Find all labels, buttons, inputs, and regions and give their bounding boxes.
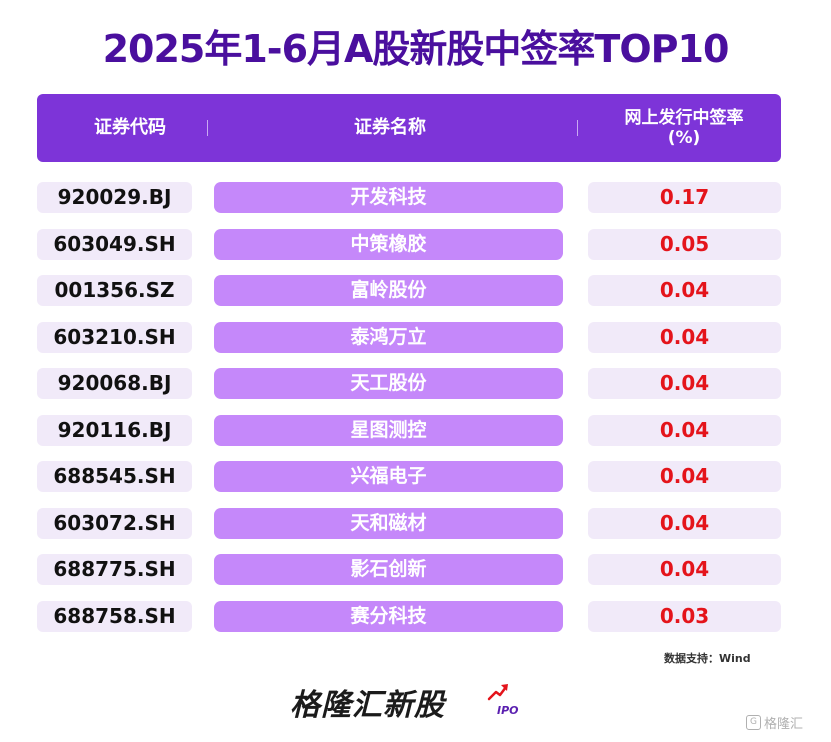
column-header-name: 证券名称	[354, 117, 426, 138]
rate-cell: 0.04	[588, 368, 781, 399]
table-row: 920116.BJ 星图测控 0.04	[37, 413, 781, 460]
trend-arrow-icon	[487, 684, 508, 701]
stock-code-cell: 603072.SH	[37, 507, 192, 539]
stock-name-cell: 天和磁材	[214, 507, 563, 539]
stock-name-cell: 赛分科技	[214, 600, 563, 632]
stock-name-cell: 影石创新	[214, 554, 563, 585]
data-source-note: 数据支持：Wind	[664, 652, 751, 665]
watermark-logo-icon: G	[746, 715, 761, 730]
watermark: G 格隆汇	[746, 713, 803, 732]
table-row: 001356.SZ 富岭股份 0.04	[37, 273, 781, 320]
stock-name-cell: 天工股份	[214, 368, 563, 399]
stock-name-cell: 兴福电子	[214, 461, 563, 492]
rate-cell: 0.17	[588, 182, 781, 213]
column-header-rate-line1: 网上发行中签率	[624, 108, 744, 128]
watermark-text: 格隆汇	[764, 717, 804, 732]
table-body: 920029.BJ 开发科技 0.17 603049.SH 中策橡胶 0.05 …	[37, 180, 781, 645]
stock-code-cell: 920116.BJ	[37, 414, 192, 446]
rate-cell: 0.04	[588, 275, 781, 306]
stock-code-cell: 688758.SH	[37, 600, 192, 632]
stock-code-cell: 688775.SH	[37, 554, 192, 585]
rate-cell: 0.05	[588, 228, 781, 260]
stock-name-cell: 星图测控	[214, 414, 563, 446]
column-header-rate: 网上发行中签率 (%)	[587, 108, 781, 148]
rate-cell: 0.04	[588, 414, 781, 446]
rate-cell: 0.04	[588, 461, 781, 492]
stock-code-cell: 920068.BJ	[37, 368, 192, 399]
table-row: 688758.SH 赛分科技 0.03	[37, 599, 781, 646]
column-header-code: 证券代码	[94, 117, 166, 138]
table-row: 603049.SH 中策橡胶 0.05	[37, 227, 781, 274]
brand-subtitle: IPO	[497, 704, 519, 717]
table-row: 688545.SH 兴福电子 0.04	[37, 459, 781, 506]
table-row: 603072.SH 天和磁材 0.04	[37, 506, 781, 553]
page-title: 2025年1-6月A股新股中签率TOP10	[102, 27, 730, 71]
header-divider	[207, 120, 208, 136]
stock-code-cell: 688545.SH	[37, 461, 192, 492]
stock-name-cell: 中策橡胶	[214, 228, 563, 260]
brand-logo-text: 格隆汇新股	[290, 688, 445, 723]
stock-code-cell: 603049.SH	[37, 228, 192, 260]
column-header-rate-unit: (%)	[667, 128, 701, 148]
stock-name-cell: 泰鸿万立	[214, 321, 563, 353]
table-row: 603210.SH 泰鸿万立 0.04	[37, 320, 781, 367]
stock-code-cell: 001356.SZ	[37, 275, 192, 306]
stock-code-cell: 920029.BJ	[37, 182, 192, 213]
stock-code-cell: 603210.SH	[37, 321, 192, 353]
header-divider	[577, 120, 578, 136]
table-row: 920029.BJ 开发科技 0.17	[37, 180, 781, 227]
table-row: 920068.BJ 天工股份 0.04	[37, 366, 781, 413]
stock-name-cell: 开发科技	[214, 182, 563, 213]
rate-cell: 0.04	[588, 321, 781, 353]
rate-cell: 0.04	[588, 507, 781, 539]
rate-cell: 0.04	[588, 554, 781, 585]
table-header: 证券代码 证券名称 网上发行中签率 (%)	[37, 94, 781, 162]
table-row: 688775.SH 影石创新 0.04	[37, 552, 781, 599]
stock-name-cell: 富岭股份	[214, 275, 563, 306]
rate-cell: 0.03	[588, 600, 781, 632]
